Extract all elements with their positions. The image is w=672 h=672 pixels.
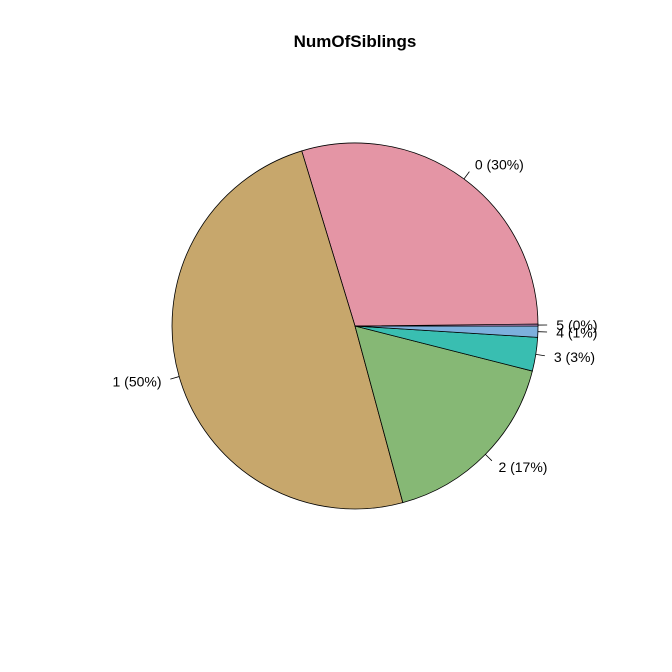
pie-label-5: 5 (0%)	[556, 317, 597, 333]
pie-label-1: 1 (50%)	[113, 374, 162, 390]
pie-label-tick-3	[536, 354, 545, 355]
pie-label-tick-0	[464, 172, 469, 179]
pie-label-tick-1	[170, 377, 179, 380]
pie-label-tick-2	[485, 454, 492, 460]
pie-label-0: 0 (30%)	[475, 156, 524, 172]
chart-title: NumOfSiblings	[294, 32, 417, 51]
pie-slices	[172, 143, 538, 509]
pie-label-3: 3 (3%)	[554, 349, 595, 365]
pie-label-2: 2 (17%)	[498, 459, 547, 475]
